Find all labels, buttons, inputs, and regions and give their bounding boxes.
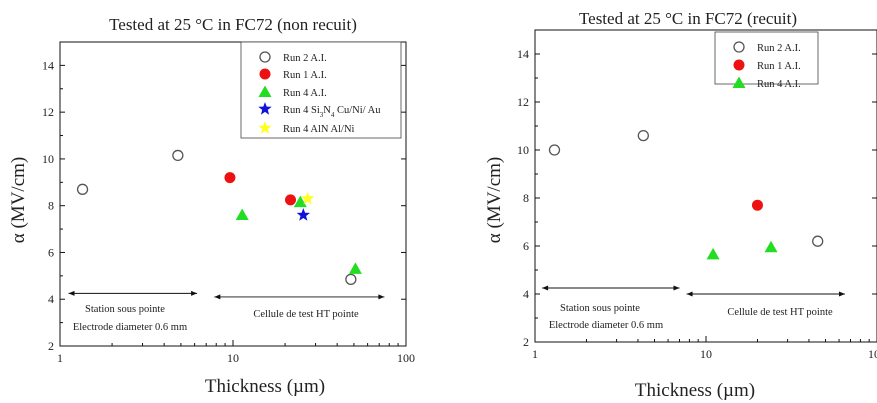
chart0-annotation-text-line2: Electrode diameter 0.6 mm	[73, 322, 187, 333]
chart1-arrow-head-left	[542, 285, 549, 291]
chart1-annotation-text-line2: Electrode diameter 0.6 mm	[549, 320, 663, 331]
chart1-data-point	[548, 144, 561, 156]
chart1-annotation: Station sous pointe Electrode diameter 0.…	[542, 285, 680, 331]
chart0-data-point	[285, 194, 297, 206]
chart1-ytick-label: 2	[523, 335, 529, 349]
chart1-xtick-label: 10	[700, 347, 712, 361]
chart1-legend: Run 2 A.I. Run 1 A.I. Run 4 A.I.	[714, 31, 819, 90]
chart1-ytick-label: 8	[523, 191, 529, 205]
chart0-legend-marker	[259, 51, 271, 63]
chart0-legend-label: Run 1 A.I.	[283, 70, 327, 81]
chart0-data-point	[235, 208, 249, 221]
chart1-legend-label: Run 4 A.I.	[757, 79, 801, 90]
chart1-legend-marker	[733, 41, 745, 53]
chart1-legend-label: Run 2 A.I.	[757, 43, 801, 54]
chart0-legend-marker	[258, 102, 272, 115]
chart0-legend-label: Run 4 A.I.	[283, 88, 327, 99]
chart0-ytick-label: 14	[42, 58, 54, 72]
legend-label-part: N	[323, 105, 331, 116]
chart1-legend-box	[714, 31, 819, 85]
legend-label-part: Run 2 A.I.	[757, 43, 801, 54]
chart0-legend-label: Run 4 Si3N4 Cu/Ni/ Au	[283, 105, 381, 119]
chart0-data-point	[224, 172, 236, 184]
chart1-annotation-text: Station sous pointe	[560, 303, 640, 314]
chart1-legend-marker	[732, 76, 746, 88]
chart1-ytick-label: 4	[523, 287, 529, 301]
chart1-arrow-head-right	[673, 285, 680, 291]
chart0-xtick-label: 100	[397, 351, 415, 365]
chart0-data-point	[296, 208, 310, 221]
chart0-ytick-label: 2	[48, 339, 54, 353]
chart1-data-point	[812, 235, 824, 247]
chart1-data-point	[637, 129, 649, 142]
chart0-data-point	[293, 195, 307, 208]
chart1-y-axis-label: α (MV/cm)	[484, 157, 505, 243]
chart0-xtick-label: 10	[227, 351, 239, 365]
chart1-ytick-label: 12	[517, 95, 529, 109]
chart0-annotation-text: Cellule de test HT pointe	[253, 309, 359, 320]
chart1-xtick-label: 100	[868, 347, 877, 361]
chart0-annotation: Cellule de test HT pointe	[214, 294, 385, 320]
legend-label-part: Run 1 A.I.	[757, 61, 801, 72]
chart1-ytick-label: 14	[517, 47, 529, 61]
chart0-legend-marker	[258, 121, 272, 134]
legend-label-part: Run 4 Si	[283, 105, 320, 116]
legend-label-part: Run 4 A.I.	[757, 79, 801, 90]
chart0-arrow-head-left	[68, 290, 75, 296]
chart0-data-point	[345, 273, 357, 286]
chart0-annotation-text: Station sous pointe	[85, 304, 165, 315]
legend-label-part: Cu/Ni/ Au	[334, 105, 381, 116]
chart0-data-point	[76, 183, 89, 195]
chart1-ytick-label: 6	[523, 239, 529, 253]
chart0-legend-label: Run 4 AlN Al/Ni	[283, 124, 355, 135]
legend-subscript: 4	[331, 111, 335, 119]
chart0-group: Tested at 25 °C in FC72 (non recuit) 2 4 6 8…	[8, 15, 415, 397]
chart0-legend-label: Run 2 A.I.	[283, 53, 327, 64]
chart0-data-point	[348, 262, 362, 274]
chart1-annotation: Cellule de test HT pointe	[686, 291, 846, 318]
legend-label-part: Run 4 A.I.	[283, 88, 327, 99]
chart1-group: Tested at 25 °C in FC72 (recuit) 2 4 6 8 10 12…	[484, 9, 877, 401]
chart0-data-point	[172, 149, 184, 162]
chart1-legend-marker	[733, 59, 745, 71]
chart1-title: Tested at 25 °C in FC72 (recuit)	[579, 9, 797, 28]
chart1-data-point	[764, 240, 778, 253]
chart0-ytick-label: 12	[42, 105, 54, 119]
chart0-arrow-head-left	[214, 294, 221, 300]
chart0-title: Tested at 25 °C in FC72 (non recuit)	[109, 15, 357, 34]
chart0-ytick-label: 8	[48, 199, 54, 213]
legend-label-part: Run 1 A.I.	[283, 70, 327, 81]
chart0-x-axis-label: Thickness (µm)	[205, 376, 325, 397]
chart1-arrow-head-right	[839, 291, 846, 297]
chart1-data-point	[706, 247, 720, 260]
legend-label-part: Run 2 A.I.	[283, 53, 327, 64]
chart0-legend-marker	[259, 68, 271, 80]
legend-label-part: Run 4 AlN Al/Ni	[283, 124, 355, 135]
chart0-ytick-label: 6	[48, 245, 54, 259]
chart0-xtick-label: 1	[57, 351, 63, 365]
chart0-ytick-label: 10	[42, 152, 54, 166]
legend-subscript: 3	[320, 111, 324, 119]
chart0-data-point	[301, 191, 315, 205]
chart0-legend: Run 2 A.I. Run 1 A.I. Run 4 A.I. Run 4 Si3N…	[240, 41, 402, 139]
chart1-annotation-text: Cellule de test HT pointe	[727, 307, 833, 318]
chart1-x-axis-label: Thickness (µm)	[635, 380, 755, 401]
chart1-ytick-label: 10	[517, 143, 529, 157]
chart1-plot-frame	[534, 29, 877, 343]
chart1-arrow-head-left	[686, 291, 693, 297]
chart0-annotation: Station sous pointe Electrode diameter 0.…	[68, 290, 198, 333]
chart0-arrow-head-right	[191, 290, 198, 296]
chart1-legend-label: Run 1 A.I.	[757, 61, 801, 72]
chart1-data-point	[751, 199, 763, 211]
chart0-y-axis-label: α (MV/cm)	[8, 157, 29, 243]
chart0-ytick-label: 4	[48, 292, 54, 306]
chart0-arrow-head-right	[378, 294, 385, 300]
chart0-legend-marker	[258, 85, 272, 97]
chart1-xtick-label: 1	[532, 347, 538, 361]
